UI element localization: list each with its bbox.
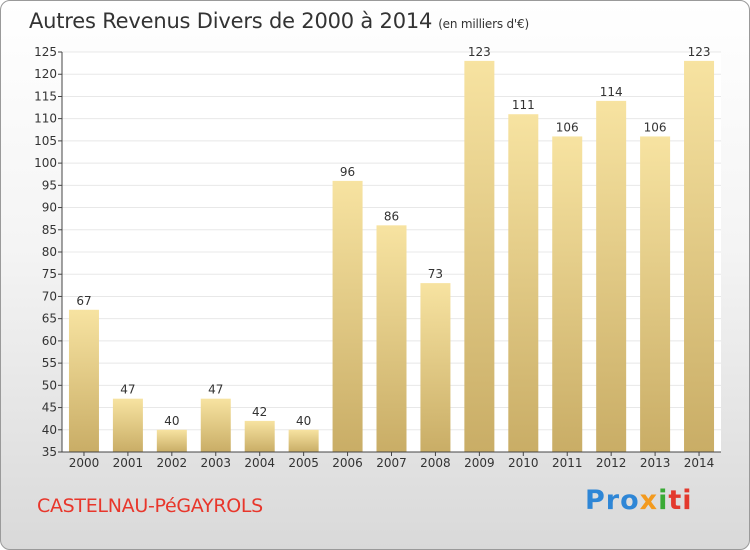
chart-title: Autres Revenus Divers de 2000 à 2014 (en … bbox=[29, 9, 529, 33]
x-tick-label: 2008 bbox=[420, 456, 451, 470]
x-tick-label: 2014 bbox=[684, 456, 715, 470]
x-tick-label: 2003 bbox=[200, 456, 231, 470]
x-tick-label: 2011 bbox=[552, 456, 583, 470]
x-tick-label: 2007 bbox=[376, 456, 407, 470]
proxiti-logo: Proxiti bbox=[585, 485, 693, 516]
data-label: 123 bbox=[688, 45, 711, 59]
y-tick-label: 50 bbox=[42, 378, 57, 392]
y-tick-label: 70 bbox=[42, 289, 57, 303]
bar bbox=[420, 283, 451, 452]
data-label: 42 bbox=[252, 405, 267, 419]
data-label: 40 bbox=[296, 414, 311, 428]
y-tick-label: 90 bbox=[42, 201, 57, 215]
data-label: 114 bbox=[600, 85, 623, 99]
x-tick-label: 2004 bbox=[244, 456, 275, 470]
y-tick-label: 105 bbox=[34, 134, 57, 148]
data-label: 106 bbox=[556, 120, 579, 134]
data-label: 123 bbox=[468, 45, 491, 59]
bar bbox=[200, 398, 231, 452]
x-tick-label: 2010 bbox=[508, 456, 539, 470]
bar bbox=[156, 429, 187, 452]
x-tick-label: 2001 bbox=[113, 456, 144, 470]
chart-title-text: Autres Revenus Divers de 2000 à 2014 bbox=[29, 9, 433, 33]
y-tick-label: 85 bbox=[42, 223, 57, 237]
data-label: 106 bbox=[644, 120, 667, 134]
x-tick-label: 2012 bbox=[596, 456, 627, 470]
logo-part-1: Pro bbox=[585, 485, 640, 516]
logo-part-4: ti bbox=[668, 485, 693, 516]
bar bbox=[288, 429, 319, 452]
x-tick-label: 2005 bbox=[288, 456, 319, 470]
data-label: 47 bbox=[208, 383, 223, 397]
y-tick-label: 65 bbox=[42, 312, 57, 326]
bar bbox=[244, 420, 275, 452]
y-tick-label: 35 bbox=[42, 445, 57, 459]
data-label: 47 bbox=[120, 383, 135, 397]
y-tick-label: 120 bbox=[34, 67, 57, 81]
x-tick-label: 2000 bbox=[69, 456, 100, 470]
x-tick-label: 2002 bbox=[157, 456, 188, 470]
data-label: 111 bbox=[512, 98, 535, 112]
bar bbox=[684, 60, 715, 453]
y-tick-label: 115 bbox=[34, 89, 57, 103]
place-name: CASTELNAU-PéGAYROLS bbox=[37, 495, 263, 517]
bar bbox=[552, 136, 583, 452]
bar bbox=[112, 398, 143, 452]
chart-unit: (en milliers d'€) bbox=[438, 17, 529, 31]
y-tick-label: 45 bbox=[42, 401, 57, 415]
data-label: 67 bbox=[76, 294, 91, 308]
y-tick-label: 75 bbox=[42, 267, 57, 281]
y-tick-label: 55 bbox=[42, 356, 57, 370]
bar bbox=[376, 225, 407, 452]
logo-part-3: i bbox=[658, 485, 669, 516]
bar bbox=[332, 180, 363, 452]
bar bbox=[68, 309, 99, 452]
data-label: 40 bbox=[164, 414, 179, 428]
data-label: 73 bbox=[428, 267, 443, 281]
bar bbox=[596, 100, 627, 452]
y-tick-label: 95 bbox=[42, 178, 57, 192]
data-label: 96 bbox=[340, 165, 355, 179]
bar bbox=[508, 114, 539, 452]
y-tick-label: 100 bbox=[34, 156, 57, 170]
y-tick-label: 80 bbox=[42, 245, 57, 259]
bar bbox=[640, 136, 671, 452]
x-tick-label: 2006 bbox=[332, 456, 363, 470]
y-tick-label: 110 bbox=[34, 112, 57, 126]
x-tick-label: 2009 bbox=[464, 456, 495, 470]
data-label: 86 bbox=[384, 209, 399, 223]
logo-part-2: x bbox=[639, 485, 659, 516]
bar bbox=[464, 60, 495, 453]
y-tick-label: 60 bbox=[42, 334, 57, 348]
y-tick-label: 125 bbox=[34, 45, 57, 59]
y-tick-label: 40 bbox=[42, 423, 57, 437]
x-tick-label: 2013 bbox=[640, 456, 671, 470]
